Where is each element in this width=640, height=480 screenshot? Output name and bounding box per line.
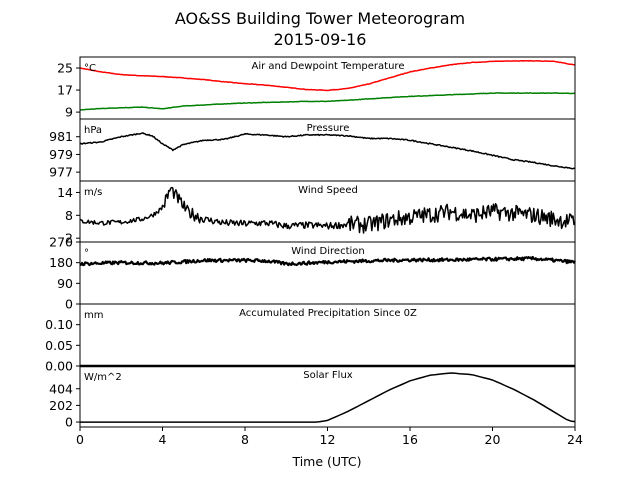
panel-3: 0 90 180 270 ° Wind Direction xyxy=(49,235,576,312)
x-tick-label: 20 xyxy=(485,432,501,447)
y-tick-label: 0 xyxy=(65,297,73,312)
y-tick-label: 17 xyxy=(57,83,73,98)
panel-5: 0 202 404 W/m^2 Solar Flux xyxy=(49,365,576,430)
panel-2: 2 8 14 m/s Wind Speed xyxy=(57,180,576,246)
x-tick-label: 12 xyxy=(320,432,336,447)
panel-unit: hPa xyxy=(84,125,102,136)
y-tick-label: 0.00 xyxy=(45,359,73,374)
panel-title: Accumulated Precipitation Since 0Z xyxy=(239,308,417,319)
x-tick-label: 4 xyxy=(159,432,167,447)
panel-unit: ° xyxy=(84,248,89,259)
panel-title: Wind Speed xyxy=(298,185,358,196)
series-line-0-1 xyxy=(79,92,576,111)
panel-0: 9 17 25 °C Air and Dewpoint Temperature xyxy=(57,56,576,120)
x-axis-label: Time (UTC) xyxy=(291,454,361,469)
figure-title: AO&SS Building Tower Meteorogram xyxy=(175,9,465,28)
x-tick-label: 16 xyxy=(402,432,418,447)
y-tick-label: 14 xyxy=(57,185,73,200)
y-tick-label: 180 xyxy=(49,255,73,270)
figure-subtitle: 2015-09-16 xyxy=(274,30,367,49)
y-tick-label: 981 xyxy=(49,129,73,144)
y-tick-label: 0.10 xyxy=(45,317,73,332)
series-line-5-0 xyxy=(80,372,576,423)
panel-title: Solar Flux xyxy=(303,370,353,381)
panel-title: Pressure xyxy=(307,123,350,134)
panel-title: Wind Direction xyxy=(291,246,365,257)
y-tick-label: 0 xyxy=(65,415,73,430)
y-tick-label: 2 xyxy=(65,231,73,246)
panel-1: 977 979 981 hPa Pressure xyxy=(49,118,576,182)
y-tick-label: 202 xyxy=(49,398,73,413)
y-tick-label: 90 xyxy=(57,276,73,291)
panel-unit: mm xyxy=(84,310,103,321)
panel-title: Air and Dewpoint Temperature xyxy=(252,61,405,72)
y-tick-label: 977 xyxy=(49,165,73,180)
x-tick-label: 24 xyxy=(567,432,583,447)
x-axis: 0 4 8 12 16 20 24 xyxy=(76,427,583,447)
y-tick-label: 0.05 xyxy=(45,338,73,353)
panel-4: 0.00 0.05 0.10 mm Accumulated Precipitation … xyxy=(45,303,576,374)
x-tick-label: 0 xyxy=(76,432,84,447)
y-tick-label: 270 xyxy=(49,235,73,250)
y-tick-label: 25 xyxy=(57,61,73,76)
panel-unit: °C xyxy=(84,63,96,74)
y-tick-label: 9 xyxy=(65,105,73,120)
y-tick-label: 979 xyxy=(49,147,73,162)
y-tick-label: 8 xyxy=(65,208,73,223)
y-tick-label: 404 xyxy=(49,381,73,396)
series-line-0-0 xyxy=(79,59,576,92)
series-line-1-0 xyxy=(79,132,576,170)
x-tick-label: 8 xyxy=(241,432,249,447)
panel-unit: m/s xyxy=(84,187,102,198)
series-line-3-0 xyxy=(79,255,576,267)
series-line-2-0 xyxy=(79,186,575,234)
panel-unit: W/m^2 xyxy=(84,372,122,383)
